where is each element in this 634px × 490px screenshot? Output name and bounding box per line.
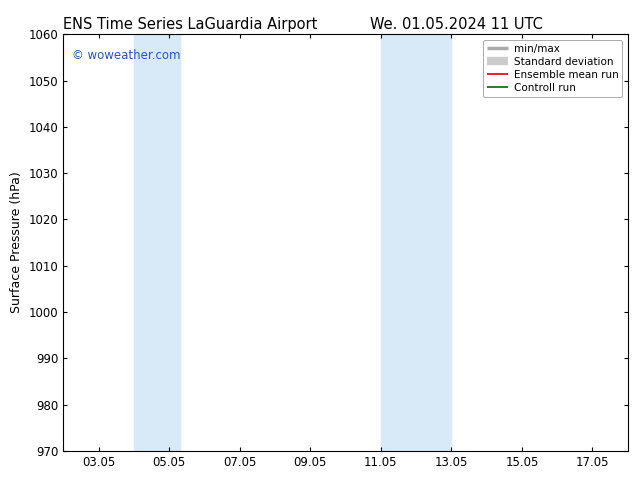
Bar <box>381 34 451 451</box>
Y-axis label: Surface Pressure (hPa): Surface Pressure (hPa) <box>10 172 23 314</box>
Text: © woweather.com: © woweather.com <box>72 49 180 62</box>
Text: We. 01.05.2024 11 UTC: We. 01.05.2024 11 UTC <box>370 17 543 32</box>
Bar <box>134 34 180 451</box>
Text: ENS Time Series LaGuardia Airport: ENS Time Series LaGuardia Airport <box>63 17 318 32</box>
Legend: min/max, Standard deviation, Ensemble mean run, Controll run: min/max, Standard deviation, Ensemble me… <box>483 40 623 97</box>
